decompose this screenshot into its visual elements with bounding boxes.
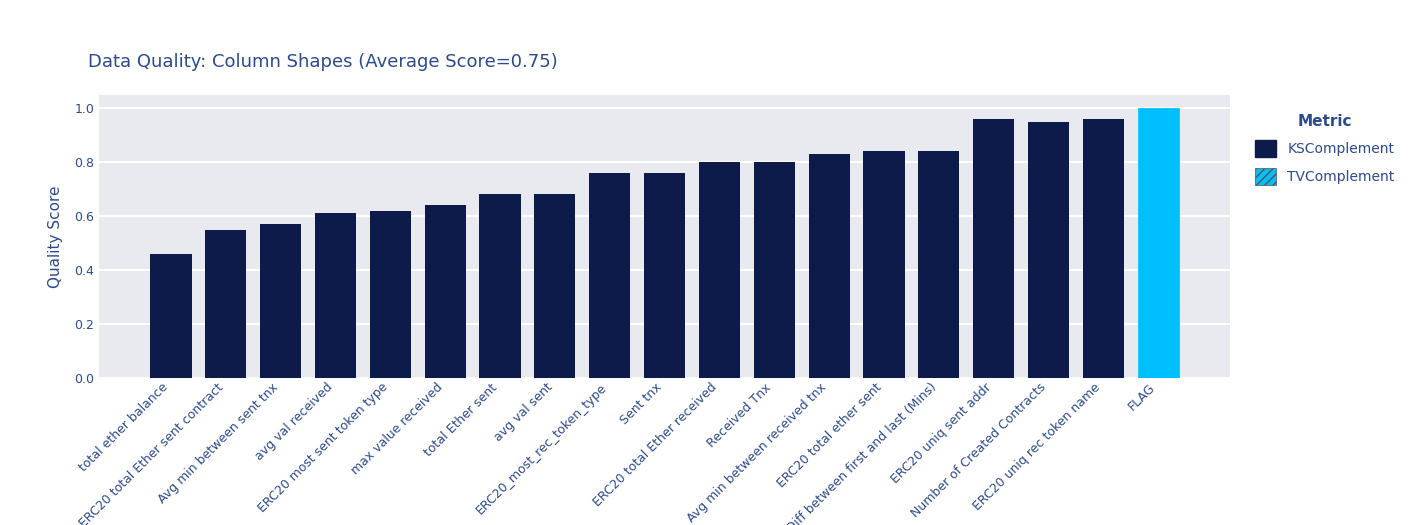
Bar (150, 254, 191, 378)
Bar (973, 119, 1014, 378)
Bar (1138, 108, 1179, 378)
Bar (809, 154, 850, 378)
Bar (643, 173, 686, 378)
Legend: KSComplement, TVComplement: KSComplement, TVComplement (1249, 107, 1401, 192)
Bar (534, 194, 575, 378)
Bar (1028, 121, 1069, 378)
Bar (315, 213, 356, 378)
Bar (590, 173, 631, 378)
Text: Data Quality: Column Shapes (Average Score=0.75): Data Quality: Column Shapes (Average Sco… (88, 52, 557, 71)
Bar (1083, 119, 1124, 378)
Y-axis label: Quality Score: Quality Score (48, 185, 64, 288)
Bar (260, 224, 301, 378)
Bar (479, 194, 520, 378)
Bar (699, 162, 740, 378)
Bar (205, 229, 246, 378)
Bar (370, 211, 411, 378)
Bar (864, 151, 905, 378)
Bar (918, 151, 959, 378)
Bar (424, 205, 465, 378)
Bar (754, 162, 795, 378)
